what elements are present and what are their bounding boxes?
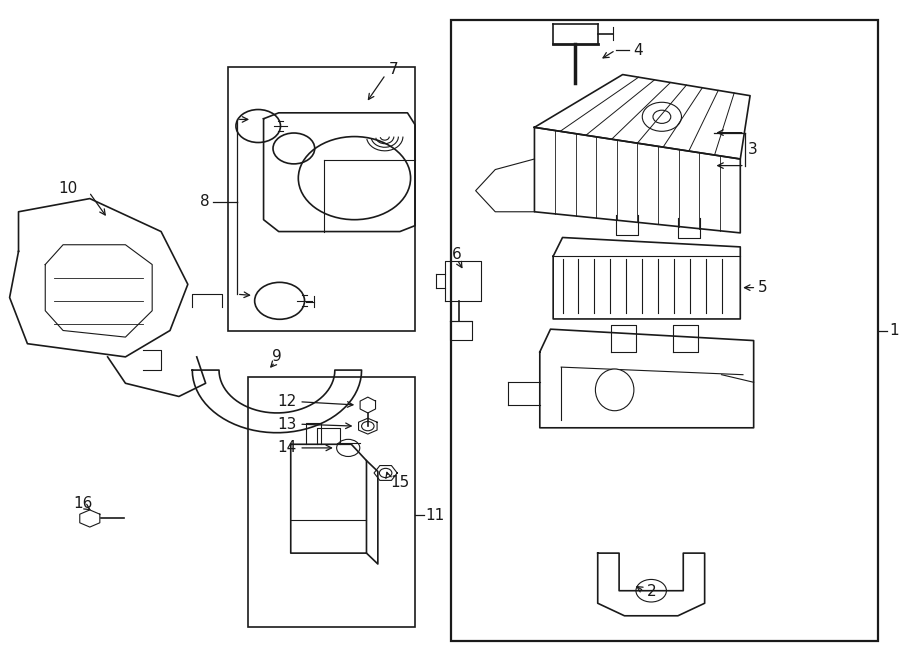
Polygon shape xyxy=(535,75,750,159)
Polygon shape xyxy=(291,444,366,553)
Text: 7: 7 xyxy=(388,62,398,77)
Text: 2: 2 xyxy=(647,584,656,599)
Bar xyxy=(248,377,415,627)
Text: 15: 15 xyxy=(390,475,410,490)
Polygon shape xyxy=(10,198,188,357)
Text: 14: 14 xyxy=(277,440,296,455)
Text: 5: 5 xyxy=(758,280,768,295)
Text: 9: 9 xyxy=(273,350,283,364)
Ellipse shape xyxy=(596,369,634,410)
Text: 16: 16 xyxy=(74,496,93,511)
Text: 1: 1 xyxy=(889,323,899,338)
Text: 6: 6 xyxy=(452,247,462,262)
Text: 11: 11 xyxy=(426,508,445,523)
Bar xyxy=(228,67,415,331)
Polygon shape xyxy=(554,237,741,319)
Polygon shape xyxy=(193,370,362,433)
Text: 3: 3 xyxy=(747,141,757,157)
Polygon shape xyxy=(366,461,378,564)
Text: 13: 13 xyxy=(277,416,296,432)
Bar xyxy=(451,20,878,641)
Polygon shape xyxy=(540,329,753,428)
Polygon shape xyxy=(108,357,205,397)
Text: 8: 8 xyxy=(201,194,210,210)
Text: 10: 10 xyxy=(58,181,78,196)
Polygon shape xyxy=(535,128,741,233)
Polygon shape xyxy=(598,553,705,616)
Polygon shape xyxy=(475,159,535,212)
Text: 4: 4 xyxy=(634,43,643,58)
Text: 12: 12 xyxy=(277,394,296,409)
